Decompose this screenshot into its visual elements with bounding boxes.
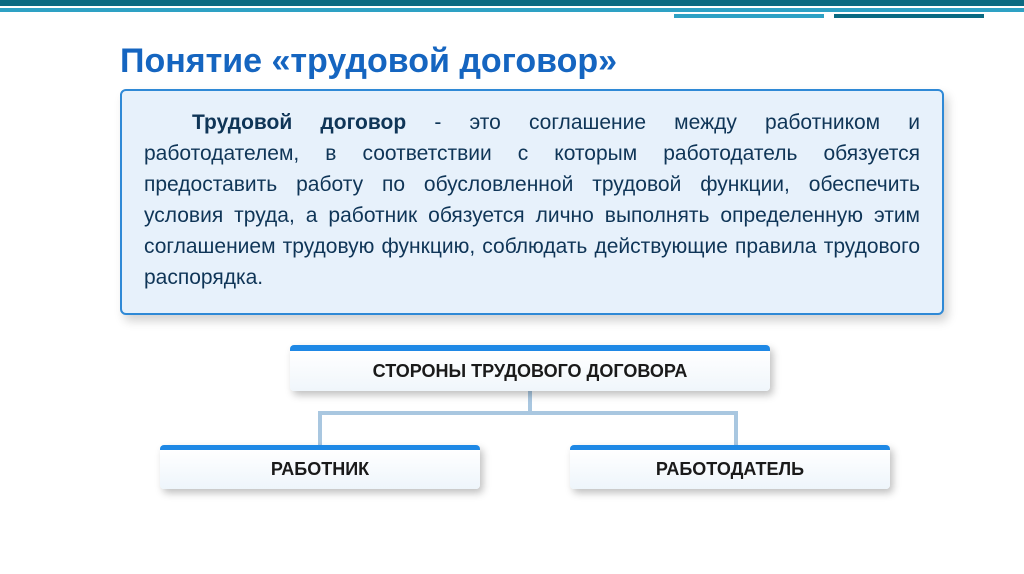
connector [318,411,322,447]
definition-body: - это соглашение между работником и рабо… [144,111,920,289]
topbar-light [0,8,1024,12]
decoline-1 [674,14,824,18]
decoline-2 [834,14,984,18]
hierarchy-diagram: СТОРОНЫ ТРУДОВОГО ДОГОВОРА РАБОТНИК РАБО… [120,345,944,505]
slide-title: Понятие «трудовой договор» [120,42,944,81]
slide-content: Понятие «трудовой договор» Трудовой дого… [120,42,944,505]
hierarchy-child-right: РАБОТОДАТЕЛЬ [570,445,890,489]
connector [734,411,738,447]
definition-text: Трудовой договор - это соглашение между … [144,107,920,293]
definition-box: Трудовой договор - это соглашение между … [120,89,944,315]
topbar-dark [0,0,1024,6]
hierarchy-child-left: РАБОТНИК [160,445,480,489]
corner-decolines [674,14,984,18]
definition-lead: Трудовой договор [192,111,406,134]
hierarchy-parent: СТОРОНЫ ТРУДОВОГО ДОГОВОРА [290,345,770,391]
connector [528,391,532,413]
top-decoration [0,0,1024,10]
connector [318,411,738,415]
